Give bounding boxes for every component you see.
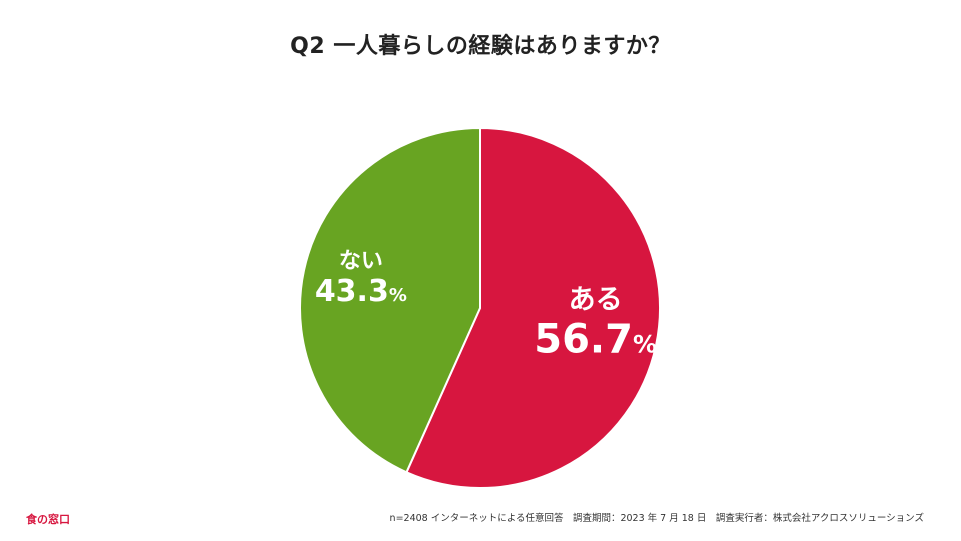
brand-logo: 食の窓口 (26, 513, 70, 526)
chart-title: Q2 一人暮らしの経験はありますか？ (290, 34, 671, 59)
pie-slice-2 (299, 126, 481, 474)
pie-slices (299, 126, 661, 489)
slice-value-1: 56.7% (534, 317, 657, 363)
survey-footnote: n=2408 インターネットによる任意回答 調査期間：2023 年 7 月 18… (389, 513, 924, 524)
slice-label-1: ある (569, 285, 623, 316)
slice-label-2: ない (339, 249, 383, 274)
slice-value-2: 43.3% (315, 274, 407, 309)
pie-slice-1 (405, 126, 661, 489)
